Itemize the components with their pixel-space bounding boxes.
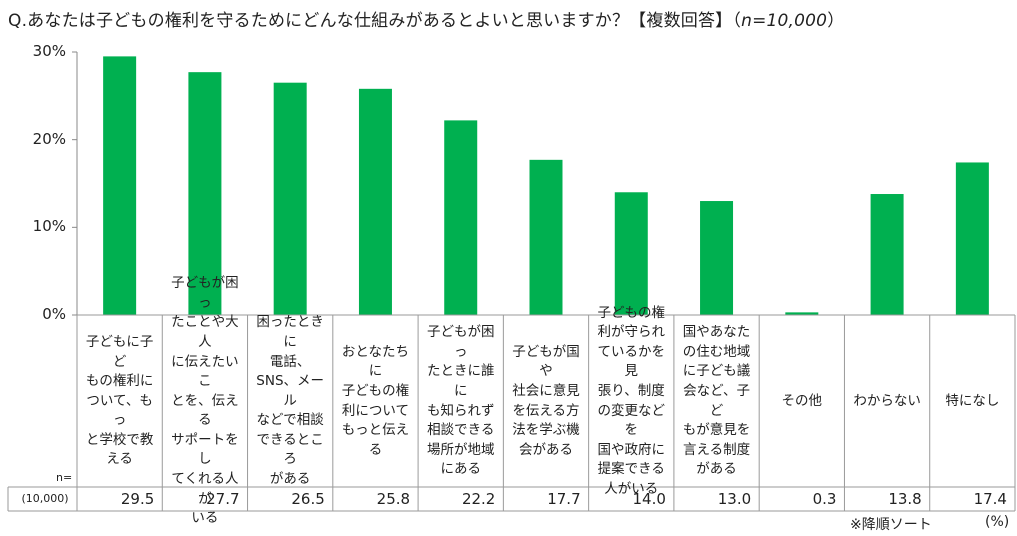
- y-tick-label: 30%: [32, 42, 66, 60]
- value-label: 0.3: [812, 490, 837, 508]
- bar: [614, 192, 648, 315]
- y-tick-label: 10%: [32, 217, 66, 236]
- category-label: 困ったときに 電話、 SNS、メール などで相談 できるところ がある: [248, 314, 333, 487]
- value-label: 13.8: [888, 490, 922, 508]
- unit-label: (%): [985, 514, 1010, 530]
- n-base: (10,000): [21, 492, 69, 505]
- bar: [273, 82, 307, 315]
- title-question: Q.あなたは子どもの権利を守るためにどんな仕組みがあるとよいと思いますか？【複数…: [8, 11, 742, 31]
- bar: [700, 201, 734, 315]
- bar: [955, 162, 989, 315]
- category-label: 国やあなた の住む地域 に子ども議 会など、子ど もが意見を 言える制度 がある: [674, 317, 759, 486]
- value-label: 26.5: [291, 490, 325, 508]
- n-label: n=: [56, 471, 73, 484]
- title-sample-size: n=10,000: [741, 11, 828, 31]
- category-label-text: 子どもに子ど もの権利に ついて、もっ と学校で教 える: [85, 334, 154, 468]
- category-label: 子どもが困っ たときに誰に も知られず 相談できる 場所が地域 にある: [418, 317, 503, 486]
- category-label-text: 子どもが困っ たときに誰に も知られず 相談できる 場所が地域 にある: [426, 324, 495, 478]
- value-label: 25.8: [376, 490, 411, 508]
- category-label-text: 子どもが困っ たことや大人 に伝えたいこ とを、伝える サポートをし てくれる人…: [171, 275, 239, 527]
- value-label: 14.0: [632, 490, 666, 508]
- category-label: 子どもが困っ たことや大人 に伝えたいこ とを、伝える サポートをし てくれる人…: [162, 275, 247, 526]
- category-label: 子どもに子ど もの権利に ついて、もっ と学校で教 える: [77, 317, 162, 486]
- bar: [529, 159, 563, 315]
- category-label-text: わからない: [853, 392, 921, 409]
- bar: [870, 194, 904, 315]
- value-label: 13.0: [717, 490, 752, 508]
- chart-title: Q.あなたは子どもの権利を守るためにどんな仕組みがあるとよいと思いますか？【複数…: [8, 6, 844, 31]
- value-label: 29.5: [120, 490, 155, 508]
- bar: [188, 72, 222, 315]
- value-label: 27.7: [206, 490, 240, 508]
- value-label: 17.4: [973, 490, 1007, 508]
- category-label-text: 特になし: [945, 392, 1000, 409]
- category-label: 子どもの権 利が守られ ているかを見 張り、制度 の変更などを 国や政府に 提案…: [589, 305, 674, 497]
- category-label: 特になし: [930, 317, 1015, 486]
- bar: [444, 120, 478, 315]
- bar: [358, 88, 392, 315]
- bar: [785, 312, 819, 315]
- y-tick-label: 0%: [42, 305, 66, 323]
- value-label: 22.2: [461, 490, 496, 508]
- category-label: わからない: [844, 317, 929, 486]
- value-label: 17.7: [547, 490, 581, 508]
- sort-note: ※降順ソート: [850, 517, 932, 533]
- category-label-text: その他: [781, 392, 823, 409]
- category-label-text: 子どもが国や 社会に意見 を伝える方 法を学ぶ機 会がある: [512, 343, 580, 458]
- category-label: 子どもが国や 社会に意見 を伝える方 法を学ぶ機 会がある: [503, 317, 588, 486]
- category-label-text: おとなたちに 子どもの権 利について もっと伝える: [341, 343, 410, 458]
- bar: [103, 56, 137, 316]
- category-label: おとなたちに 子どもの権 利について もっと伝える: [333, 317, 418, 486]
- category-label-text: 困ったときに 電話、 SNS、メール などで相談 できるところ がある: [256, 314, 325, 487]
- y-tick-label: 20%: [32, 129, 66, 148]
- category-label-text: 子どもの権 利が守られ ているかを見 張り、制度 の変更などを 国や政府に 提案…: [597, 304, 666, 497]
- category-label-text: 国やあなた の住む地域 に子ども議 会など、子ど もが意見を 言える制度 がある: [682, 324, 751, 478]
- category-label: その他: [759, 317, 844, 486]
- title-close: ）: [827, 11, 845, 31]
